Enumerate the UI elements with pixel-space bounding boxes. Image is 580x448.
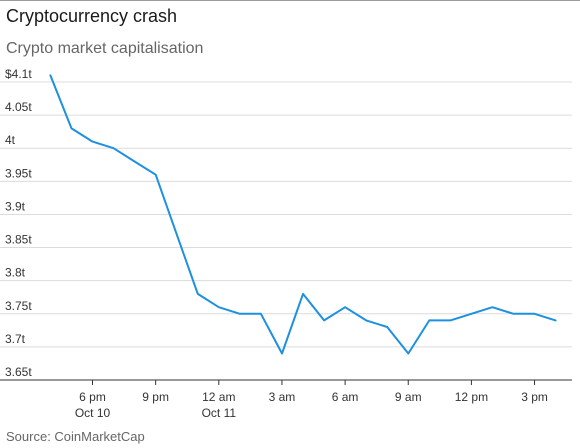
y-tick-label: 3.65t	[5, 365, 32, 379]
x-tick-label: 12 pm	[455, 390, 488, 404]
x-tick-date-label: Oct 10	[75, 406, 111, 420]
y-tick-label: 3.8t	[5, 266, 26, 280]
y-tick-label: $4.1t	[5, 67, 32, 81]
grid-lines	[0, 81, 572, 381]
top-rule	[0, 0, 580, 1]
y-tick-label: 3.7t	[5, 332, 26, 346]
y-tick-label: 3.95t	[5, 166, 32, 180]
y-tick-label: 3.9t	[5, 199, 26, 213]
y-axis-ticks: 3.65t 3.7t 3.75t 3.8t 3.85t 3.9t 3.95t 4t 4.05t $…	[5, 67, 32, 379]
x-tick-label: 6 pm	[79, 390, 106, 404]
x-tick-label: 9 am	[395, 390, 422, 404]
y-tick-label: 3.75t	[5, 299, 32, 313]
x-tick-date-label: Oct 11	[202, 406, 237, 420]
y-tick-label: 4t	[5, 133, 16, 147]
chart-title: Cryptocurrency crash	[6, 6, 178, 26]
x-tick-label: 6 am	[332, 390, 359, 404]
x-tick-label: 9 pm	[142, 390, 169, 404]
source-note: Source: CoinMarketCap	[6, 429, 145, 444]
y-tick-label: 4.05t	[5, 100, 32, 114]
x-axis-ticks: 6 pm Oct 10 9 pm 12 am Oct 11 3 am 6 am 9 am 12 …	[75, 380, 548, 420]
x-tick-label: 3 pm	[521, 390, 548, 404]
x-tick-label: 3 am	[269, 390, 296, 404]
y-tick-label: 3.85t	[5, 233, 32, 247]
series-layer	[49, 74, 557, 355]
x-tick-label: 12 am	[202, 390, 235, 404]
chart-subtitle: Crypto market capitalisation	[6, 40, 204, 57]
